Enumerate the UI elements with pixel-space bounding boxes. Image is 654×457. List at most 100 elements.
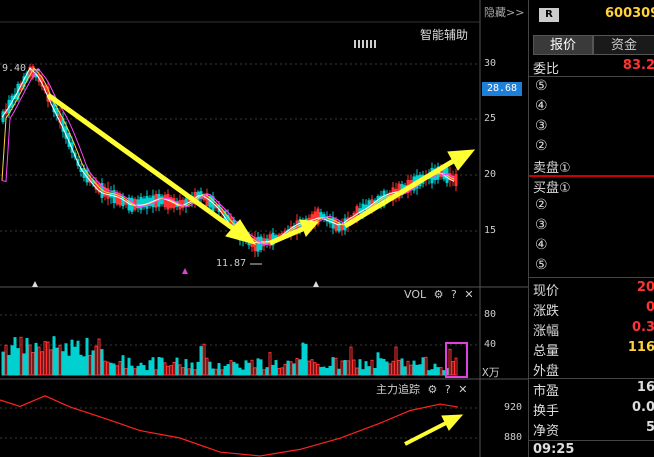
row-value-turnover: 0.0 xyxy=(631,400,654,415)
volume-bar xyxy=(103,360,107,376)
row-label-outer: 外盘 xyxy=(533,364,560,379)
volume-bar xyxy=(43,341,47,376)
volume-bar xyxy=(217,363,221,376)
volume-bar xyxy=(10,345,14,376)
vol-tick-80: 80 xyxy=(484,309,497,320)
candle xyxy=(4,109,8,115)
volume-bar xyxy=(397,359,401,376)
ma-line xyxy=(1,67,455,244)
buy-level-2: ② xyxy=(535,197,548,213)
volume-bar xyxy=(340,360,344,376)
trend-arrows xyxy=(46,92,476,446)
volume-bar xyxy=(454,357,458,376)
row-value-nav: 5 xyxy=(645,420,654,435)
candle xyxy=(136,199,140,209)
volume-bar xyxy=(151,357,155,376)
kline-chart-area[interactable]: 隐藏>> 智能辅助 9.40 11.87 30 25 20 15 28.68 V… xyxy=(0,0,528,457)
gear-icon[interactable]: ⚙ xyxy=(433,288,444,301)
volume-bar xyxy=(211,368,215,376)
sell-level-1: ① xyxy=(559,161,571,176)
candle xyxy=(184,198,188,207)
close-icon[interactable]: ✕ xyxy=(458,383,468,396)
volume-bar xyxy=(376,352,380,376)
volume-bar xyxy=(295,357,299,376)
sell-label-row: 卖盘① xyxy=(533,157,571,176)
indicator-label[interactable]: 智能辅助 xyxy=(420,28,469,42)
chart-canvas[interactable] xyxy=(0,0,528,457)
candle xyxy=(256,236,260,252)
price-divider-line xyxy=(529,175,654,177)
weibi-value: 83.2 xyxy=(622,58,654,73)
volume-bar xyxy=(283,363,287,376)
volume-bar xyxy=(97,338,101,376)
volume-bar xyxy=(22,353,26,376)
quote-panel: R 600309 报价 资金 委比 83.2 ⑤ ④ ③ ② 卖盘① 买盘① ②… xyxy=(528,0,654,457)
close-icon[interactable]: ✕ xyxy=(464,288,474,301)
candle xyxy=(364,204,368,211)
volume-bar xyxy=(364,361,368,376)
y-tick-25: 25 xyxy=(484,113,497,124)
volume-bar xyxy=(328,365,332,376)
volume-bar xyxy=(148,360,152,376)
volume-bar xyxy=(319,366,323,376)
volume-bar xyxy=(262,369,266,376)
volume-bar xyxy=(94,345,98,376)
high-price-label: 9.40 xyxy=(2,63,27,74)
volume-bar xyxy=(286,360,290,376)
volume-bar xyxy=(412,360,416,376)
volume-bar xyxy=(115,365,119,376)
volume-bar xyxy=(406,360,410,376)
volume-bar xyxy=(28,344,32,376)
volume-bar xyxy=(127,357,131,376)
volume-bar xyxy=(157,356,161,376)
help-icon[interactable]: ? xyxy=(444,383,451,396)
volume-bar xyxy=(316,363,320,376)
volume-bar xyxy=(418,364,422,376)
volume-bar xyxy=(223,365,227,376)
volume-bar xyxy=(70,339,74,376)
volume-bar xyxy=(172,361,176,376)
tab-funds[interactable]: 资金 xyxy=(593,35,654,55)
volume-bar xyxy=(280,367,284,376)
volume-bar xyxy=(388,363,392,376)
volume-bar xyxy=(361,369,365,376)
volume-bar xyxy=(175,357,179,376)
volume-bar xyxy=(184,359,188,376)
r-badge: R xyxy=(539,8,559,22)
vol-panel-header: VOL ⚙ ? ✕ xyxy=(404,288,474,301)
volume-bar xyxy=(196,361,200,376)
row-label-change: 涨跌 xyxy=(533,304,560,319)
volume-bar xyxy=(346,360,350,376)
candle xyxy=(181,199,185,209)
candle xyxy=(454,173,458,187)
volume-bar xyxy=(88,354,92,376)
candle xyxy=(223,211,227,219)
volume-bar xyxy=(187,368,191,376)
current-price-tag: 28.68 xyxy=(482,82,522,96)
volume-bar xyxy=(214,368,218,376)
volume-bar xyxy=(112,363,116,376)
volume-bar xyxy=(58,344,62,376)
volume-bar xyxy=(334,357,338,376)
candle xyxy=(106,188,110,199)
vol-title: VOL xyxy=(404,288,427,301)
tab-quote[interactable]: 报价 xyxy=(533,35,593,55)
gear-icon[interactable]: ⚙ xyxy=(427,383,438,396)
volume-bar xyxy=(13,337,17,376)
volume-bar xyxy=(448,348,452,376)
volume-bar xyxy=(19,336,23,376)
track-tick-920: 920 xyxy=(504,402,523,413)
volume-bar xyxy=(358,359,362,376)
sell-level-3: ③ xyxy=(535,118,548,134)
candle xyxy=(115,191,119,205)
volume-bar xyxy=(400,358,404,376)
volume-bar xyxy=(142,365,146,376)
time-label: 09:25 xyxy=(533,442,575,457)
help-icon[interactable]: ? xyxy=(451,288,457,301)
volume-bar xyxy=(154,369,158,376)
highlight-box xyxy=(445,342,468,378)
hide-toggle[interactable]: 隐藏>> xyxy=(484,6,525,19)
sell-label: 卖盘 xyxy=(533,161,560,176)
volume-bar xyxy=(79,354,83,376)
chart-toolbar-glyph[interactable] xyxy=(354,40,378,48)
